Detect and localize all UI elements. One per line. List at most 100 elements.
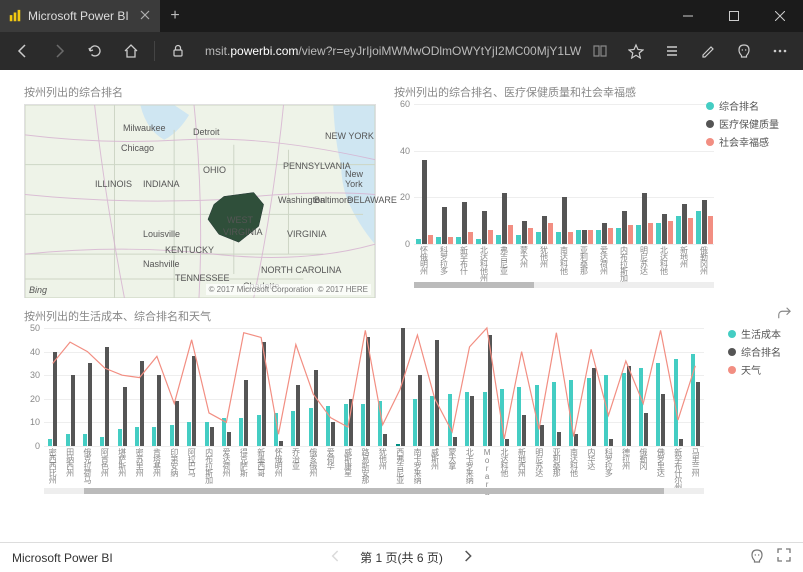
- bar-group[interactable]: 犹他州: [534, 216, 554, 244]
- reading-list-button[interactable]: [655, 35, 689, 67]
- category-label: 俄勒冈州: [699, 246, 710, 274]
- back-button[interactable]: [6, 35, 40, 67]
- category-label: 内布拉斯加: [204, 448, 215, 483]
- refresh-button[interactable]: [78, 35, 112, 67]
- legend-label: 生活成本: [741, 326, 781, 341]
- map-label: VIRGINIA: [287, 229, 327, 239]
- category-label: 南达科他: [568, 448, 579, 476]
- map-label: Louisville: [143, 229, 180, 239]
- share-icon[interactable]: [777, 306, 791, 323]
- ranking-chart[interactable]: 0204060怀俄明州科罗拉多新罕布什北达科他州弗吉尼亚蒙大州犹他州南达科他亚利…: [414, 104, 714, 244]
- category-label: 蒙大拿: [447, 448, 458, 469]
- category-label: 威斯康星: [343, 448, 354, 476]
- category-label: 西弗吉尼亚: [395, 448, 406, 483]
- y-tick: 50: [30, 323, 40, 333]
- lock-icon[interactable]: [161, 35, 195, 67]
- bar-group[interactable]: 新罕布什: [454, 202, 474, 244]
- legend-label: 综合排名: [719, 98, 759, 113]
- notes-button[interactable]: [691, 35, 725, 67]
- window-minimize-button[interactable]: [665, 0, 711, 32]
- bar-group[interactable]: 南达科他: [554, 197, 574, 244]
- category-label: 得克萨斯: [238, 448, 249, 476]
- bar-group[interactable]: 新地州: [674, 204, 694, 244]
- new-tab-button[interactable]: +: [160, 7, 190, 25]
- bar-group[interactable]: 俄勒冈州: [694, 200, 714, 244]
- y-tick: 40: [400, 146, 410, 156]
- window-maximize-button[interactable]: [711, 0, 757, 32]
- bar-group[interactable]: 北达科他: [654, 214, 674, 244]
- category-label: 科罗拉多: [439, 246, 450, 274]
- window-close-button[interactable]: [757, 0, 803, 32]
- reading-view-button[interactable]: [583, 35, 617, 67]
- fullscreen-button[interactable]: [777, 548, 791, 567]
- bar-group[interactable]: 弗吉尼亚: [494, 193, 514, 244]
- close-tab-icon[interactable]: [140, 9, 150, 23]
- category-label: 南卡罗来纳: [412, 448, 423, 483]
- category-label: 密西西比州: [47, 448, 58, 483]
- category-label: 内华达: [586, 448, 597, 469]
- map-panel: 按州列出的综合排名: [24, 84, 376, 302]
- bar-group[interactable]: 爱达荷州: [594, 223, 614, 244]
- bar-group[interactable]: 北达科他州: [474, 211, 494, 244]
- legend-item[interactable]: 综合排名: [728, 344, 781, 359]
- url-prefix: msit.: [205, 44, 230, 58]
- map-label: ILLINOIS: [95, 179, 132, 189]
- gridline: [44, 446, 704, 447]
- ranking-scrollbar[interactable]: [414, 282, 714, 288]
- cortana-footer-icon[interactable]: [749, 548, 765, 567]
- bar-group[interactable]: 亚利桑那: [574, 230, 594, 244]
- category-label: 新地西州: [516, 448, 527, 476]
- category-label: 堪萨斯州: [117, 448, 128, 476]
- browser-tab[interactable]: Microsoft Power BI: [0, 0, 160, 32]
- category-label: 新罕布什: [459, 246, 470, 274]
- cost-scrollbar[interactable]: [44, 488, 704, 494]
- legend-item[interactable]: 生活成本: [728, 326, 781, 341]
- favorite-button[interactable]: [619, 35, 653, 67]
- category-label: 怀俄明州: [273, 448, 284, 476]
- category-label: 肯塔基州: [151, 448, 162, 476]
- legend-item[interactable]: 天气: [728, 362, 781, 377]
- category-label: 南达科他: [559, 246, 570, 274]
- category-label: 北达科他: [659, 246, 670, 274]
- category-label: 俄勒冈: [638, 448, 649, 469]
- prev-page-button[interactable]: [324, 548, 346, 567]
- url-host: powerbi.com: [230, 44, 298, 58]
- map-label: Chicago: [121, 143, 154, 153]
- bar-group[interactable]: 科罗拉多: [434, 207, 454, 244]
- more-button[interactable]: [763, 35, 797, 67]
- category-label: 北卡罗来纳: [464, 448, 475, 483]
- legend-label: 社会幸福感: [719, 134, 769, 149]
- legend-label: 综合排名: [741, 344, 781, 359]
- bing-logo: Bing: [29, 285, 47, 295]
- category-label: 明尼苏达: [534, 448, 545, 476]
- legend-item[interactable]: 综合排名: [706, 98, 779, 113]
- page-indicator: 第 1 页(共 6 页): [360, 549, 443, 566]
- map-label: INDIANA: [143, 179, 180, 189]
- category-label: 北达科他州: [479, 246, 490, 281]
- legend-item[interactable]: 医疗保健质量: [706, 116, 779, 131]
- category-label: 密苏里州: [134, 448, 145, 476]
- report-footer: Microsoft Power BI 第 1 页(共 6 页): [0, 542, 803, 572]
- bar-group[interactable]: 明尼苏达: [634, 193, 654, 244]
- legend-label: 医疗保健质量: [719, 116, 779, 131]
- bar-group[interactable]: 内布拉斯加: [614, 211, 634, 244]
- next-page-button[interactable]: [457, 548, 479, 567]
- url-field[interactable]: msit.powerbi.com/view?r=eyJrIjoiMWMwODlm…: [197, 38, 581, 64]
- category-label: 蒙大州: [519, 246, 530, 267]
- legend-item[interactable]: 社会幸福感: [706, 134, 779, 149]
- map-label: PENNSYLVANIA: [283, 161, 351, 171]
- bar-group[interactable]: 怀俄明州: [414, 160, 434, 244]
- category-label: 怀俄明州: [419, 246, 430, 274]
- category-label: 俄亥俄州: [308, 448, 319, 476]
- ranking-legend: 综合排名医疗保健质量社会幸福感: [706, 98, 779, 152]
- forward-button[interactable]: [42, 35, 76, 67]
- category-label: 新地州: [679, 246, 690, 267]
- home-button[interactable]: [114, 35, 148, 67]
- category-label: 犹他州: [539, 246, 550, 267]
- y-tick: 20: [30, 394, 40, 404]
- category-label: 新罕布什尔州: [673, 448, 684, 490]
- cost-chart[interactable]: 01020304050密西西比州田纳西州俄克拉荷马阿肯色州堪萨斯州密苏里州肯塔基…: [44, 328, 704, 446]
- bar-group[interactable]: 蒙大州: [514, 221, 534, 244]
- cortana-icon[interactable]: [727, 35, 761, 67]
- map-visual[interactable]: MilwaukeeDetroitChicagoNEW YORKILLINOISI…: [24, 104, 376, 298]
